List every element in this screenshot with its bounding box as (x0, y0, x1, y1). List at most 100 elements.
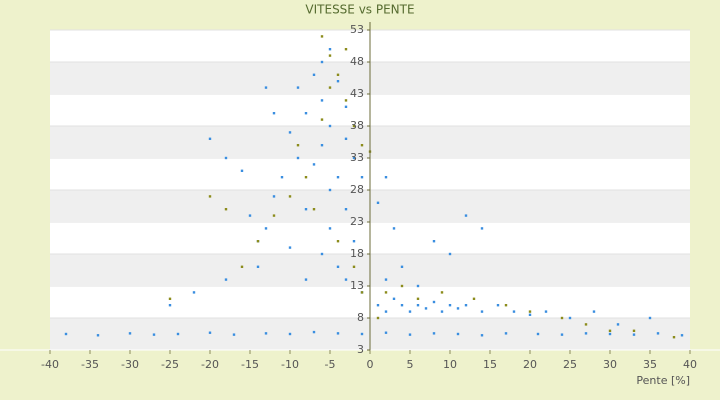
y-tick-label: 38 (350, 119, 364, 132)
point (400, 304, 404, 307)
x-tick-label: -25 (161, 358, 179, 371)
point (304, 112, 308, 115)
point (336, 80, 340, 83)
point (480, 310, 484, 313)
point (320, 118, 324, 121)
point (592, 310, 596, 313)
point (312, 330, 316, 334)
point (208, 195, 212, 198)
point (304, 208, 308, 211)
point (560, 333, 564, 336)
point (208, 137, 212, 140)
x-tick-label: 40 (683, 358, 697, 371)
x-tick-label: 15 (483, 358, 497, 371)
point (448, 304, 452, 307)
point (344, 137, 348, 140)
point (96, 334, 100, 337)
point (312, 163, 316, 166)
y-tick-label: 48 (350, 55, 364, 68)
point (376, 304, 380, 307)
point (320, 252, 324, 256)
point (352, 240, 356, 243)
point (288, 195, 292, 198)
point (376, 201, 380, 204)
point (328, 188, 332, 192)
x-tick-label: 35 (643, 358, 657, 371)
point (152, 333, 156, 336)
y-tick-label: 3 (357, 343, 364, 356)
point (352, 156, 356, 160)
point (384, 278, 388, 281)
point (296, 156, 300, 160)
point (328, 54, 332, 57)
point (408, 333, 412, 336)
x-tick-label: -20 (201, 358, 219, 371)
x-axis-label: Pente [%] (636, 374, 690, 387)
point (376, 316, 380, 320)
y-tick-label: 53 (350, 23, 364, 36)
point (464, 304, 468, 307)
chart-title: VITESSE vs PENTE (305, 3, 414, 17)
point (424, 307, 428, 310)
point (344, 48, 348, 51)
point (344, 278, 348, 281)
point (328, 227, 332, 230)
point (584, 332, 588, 335)
point (400, 284, 404, 288)
point (264, 332, 268, 335)
point (248, 214, 252, 217)
point (448, 252, 452, 256)
point (416, 297, 420, 300)
point (328, 48, 332, 51)
point (128, 332, 132, 335)
point (384, 310, 388, 313)
point (280, 176, 284, 179)
point (336, 240, 340, 243)
point (336, 265, 340, 268)
point (456, 332, 460, 336)
point (648, 316, 652, 320)
point (352, 265, 356, 268)
point (512, 310, 516, 313)
point (336, 73, 340, 76)
point (496, 304, 500, 307)
point (456, 307, 460, 310)
point (440, 291, 444, 294)
x-tick-label: -10 (281, 358, 299, 371)
point (480, 334, 484, 337)
point (432, 240, 436, 243)
point (608, 329, 612, 332)
x-tick-label: -35 (81, 358, 99, 371)
point (192, 291, 196, 294)
point (256, 265, 260, 268)
point (208, 331, 212, 334)
point (408, 310, 412, 313)
point (240, 265, 244, 268)
point (336, 332, 340, 335)
x-tick-label: 30 (603, 358, 617, 371)
point (312, 208, 316, 211)
point (360, 144, 364, 147)
point (584, 323, 588, 326)
point (528, 313, 532, 316)
point (384, 176, 388, 179)
y-tick-label: 13 (350, 279, 364, 292)
point (304, 278, 308, 281)
point (480, 227, 484, 230)
point (304, 176, 308, 179)
point (264, 86, 268, 89)
point (320, 35, 324, 38)
x-tick-label: 10 (443, 358, 457, 371)
point (632, 333, 636, 336)
point (352, 124, 356, 128)
point (288, 131, 292, 134)
point (232, 333, 236, 336)
point (320, 99, 324, 102)
x-tick-label: -40 (41, 358, 59, 371)
point (296, 144, 300, 147)
point (568, 316, 572, 320)
point (656, 332, 660, 335)
point (608, 332, 612, 336)
point (336, 176, 340, 179)
point (440, 310, 444, 313)
